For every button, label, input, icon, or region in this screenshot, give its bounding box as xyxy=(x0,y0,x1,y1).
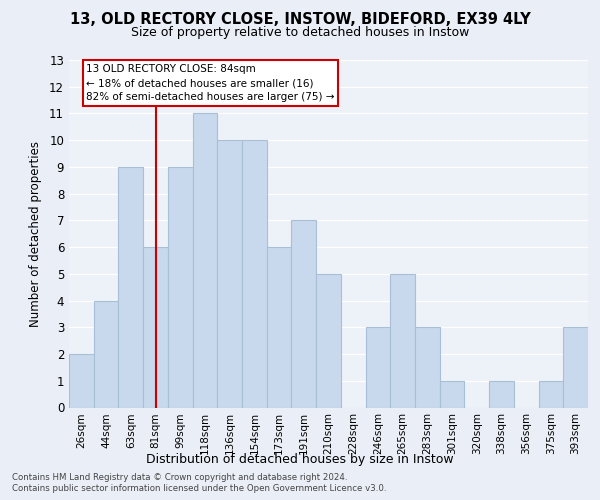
Bar xyxy=(563,328,588,407)
Text: 13 OLD RECTORY CLOSE: 84sqm
← 18% of detached houses are smaller (16)
82% of sem: 13 OLD RECTORY CLOSE: 84sqm ← 18% of det… xyxy=(86,64,335,102)
Text: 13, OLD RECTORY CLOSE, INSTOW, BIDEFORD, EX39 4LY: 13, OLD RECTORY CLOSE, INSTOW, BIDEFORD,… xyxy=(70,12,530,27)
Bar xyxy=(365,328,390,407)
Bar xyxy=(94,300,118,408)
Bar xyxy=(539,381,563,407)
Y-axis label: Number of detached properties: Number of detached properties xyxy=(29,141,42,327)
Bar xyxy=(217,140,242,407)
Bar xyxy=(489,381,514,407)
Text: Contains public sector information licensed under the Open Government Licence v3: Contains public sector information licen… xyxy=(12,484,386,493)
Bar xyxy=(292,220,316,408)
Bar xyxy=(316,274,341,407)
Text: Size of property relative to detached houses in Instow: Size of property relative to detached ho… xyxy=(131,26,469,39)
Text: Contains HM Land Registry data © Crown copyright and database right 2024.: Contains HM Land Registry data © Crown c… xyxy=(12,472,347,482)
Bar xyxy=(242,140,267,407)
Bar xyxy=(143,247,168,408)
Bar xyxy=(168,167,193,408)
Bar xyxy=(69,354,94,408)
Bar xyxy=(193,114,217,408)
Bar xyxy=(267,247,292,408)
Bar xyxy=(118,167,143,408)
Text: Distribution of detached houses by size in Instow: Distribution of detached houses by size … xyxy=(146,452,454,466)
Bar xyxy=(415,328,440,407)
Bar xyxy=(440,381,464,407)
Bar xyxy=(390,274,415,407)
